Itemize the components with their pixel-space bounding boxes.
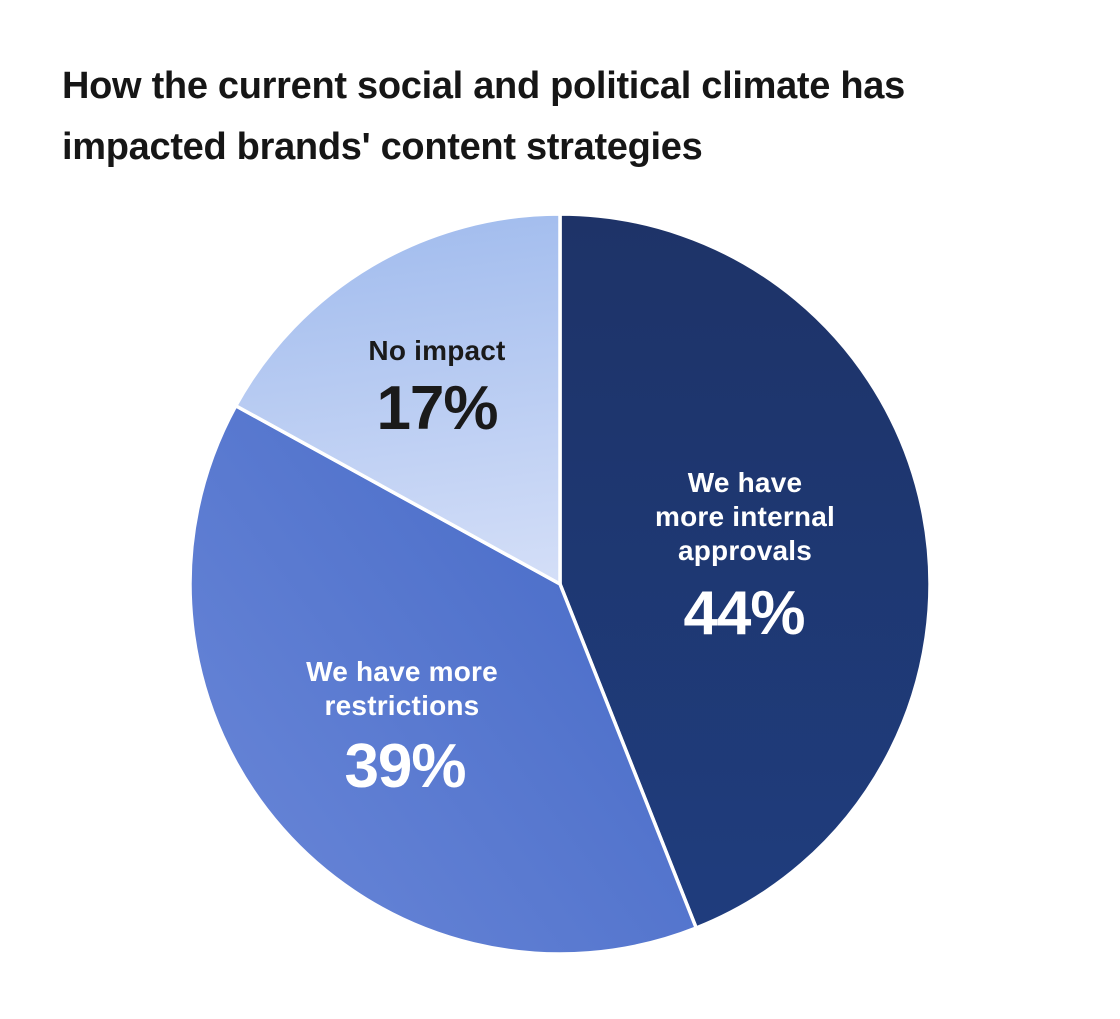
slice-label-restrictions: We have more restrictions [306, 656, 498, 721]
slice-label-no-impact: No impact [368, 335, 506, 366]
slice-label-internal-approvals: We have more internal approvals [655, 467, 835, 566]
chart-title: How the current social and political cli… [62, 65, 905, 168]
pie-slice-1 [188, 404, 698, 956]
pie-slice-2 [234, 212, 562, 586]
slice-percent-internal-approvals: 44% [683, 579, 805, 648]
slice-percent-restrictions: 39% [344, 732, 466, 801]
pie-slice-0 [558, 212, 932, 930]
slice-percent-no-impact: 17% [376, 374, 498, 443]
